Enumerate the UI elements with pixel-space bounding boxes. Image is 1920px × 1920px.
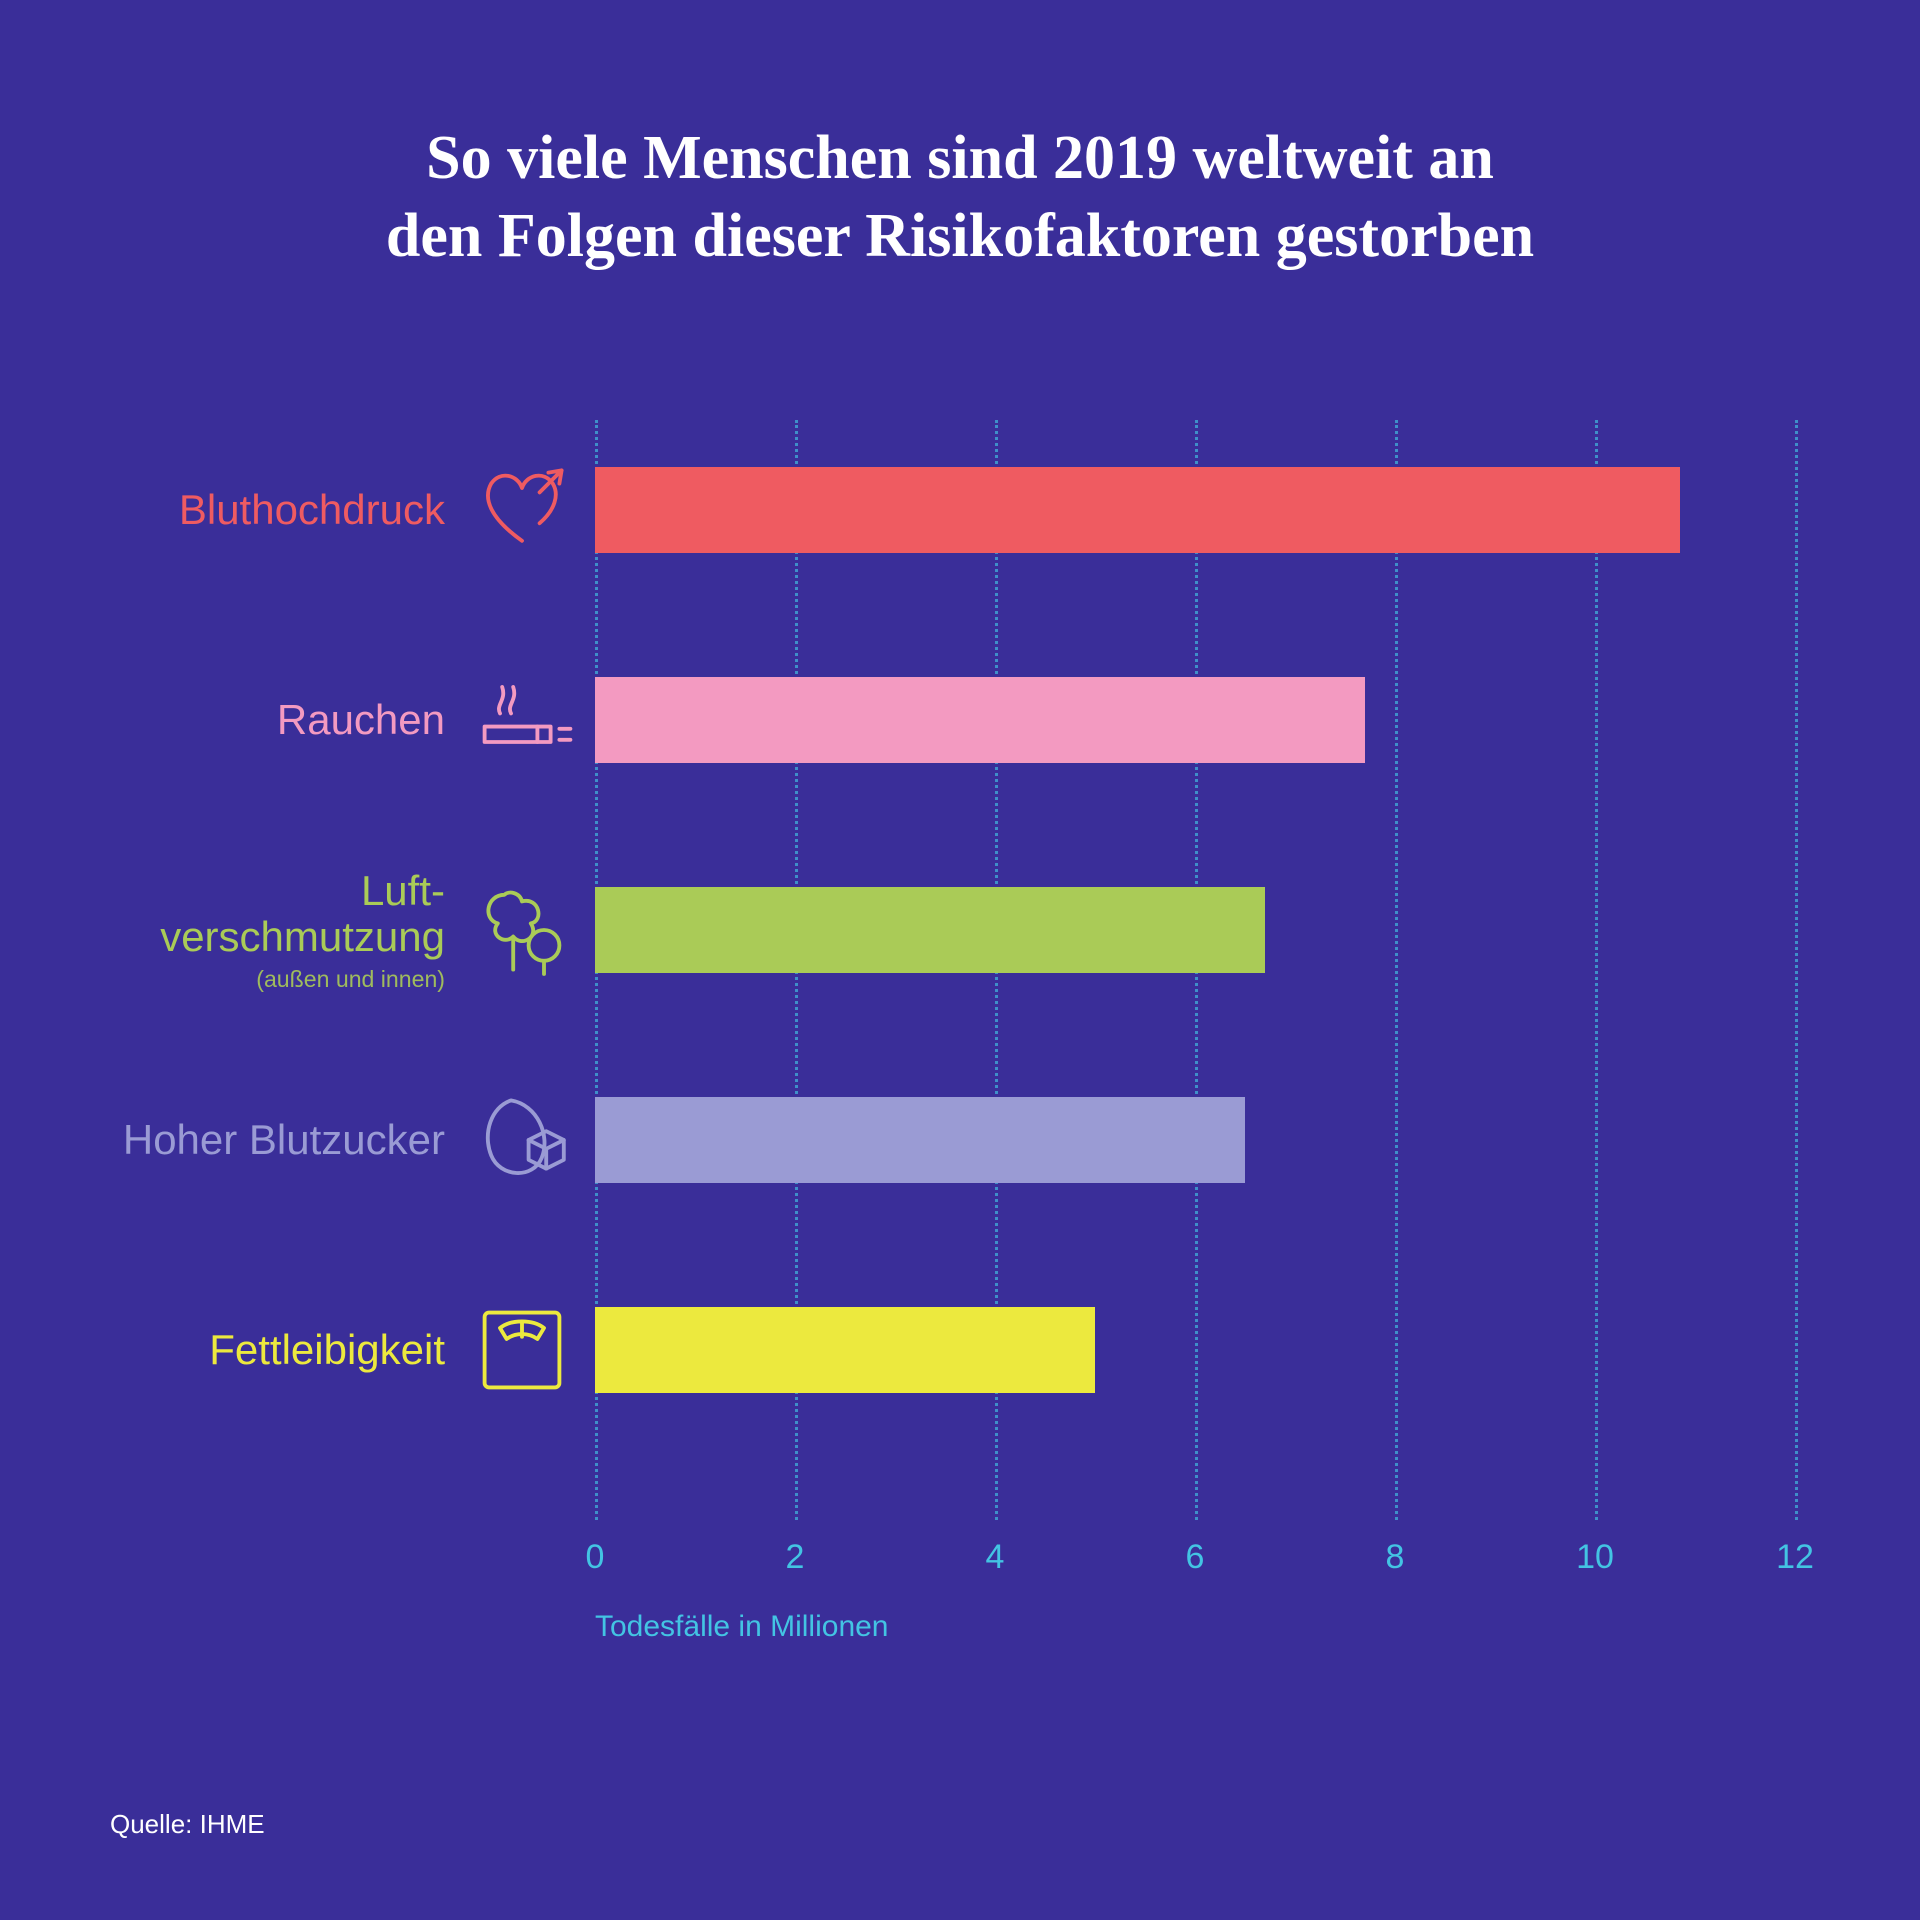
- category-label: Luft-verschmutzung(außen und innen): [160, 868, 445, 992]
- bar-row: Luft-verschmutzung(außen und innen): [85, 870, 1795, 990]
- cigarette-icon: [467, 665, 577, 775]
- category-label: Bluthochdruck: [179, 487, 445, 533]
- heart-icon: [467, 455, 577, 565]
- x-tick-label: 4: [986, 1538, 1005, 1577]
- chart-area: 024681012Todesfälle in MillionenBluthoch…: [595, 450, 1795, 1600]
- category-label: Fettleibigkeit: [209, 1327, 445, 1373]
- gridline: [1795, 420, 1798, 1520]
- x-tick-label: 12: [1776, 1538, 1814, 1577]
- bar: [595, 887, 1265, 973]
- sugar-icon: [467, 1085, 577, 1195]
- x-tick-label: 10: [1576, 1538, 1614, 1577]
- bar: [595, 677, 1365, 763]
- x-tick-label: 0: [586, 1538, 605, 1577]
- chart-title: So viele Menschen sind 2019 weltweit and…: [144, 120, 1776, 275]
- category-label: Hoher Blutzucker: [123, 1117, 445, 1163]
- x-tick-label: 6: [1186, 1538, 1205, 1577]
- bar: [595, 467, 1680, 553]
- bar-row: Fettleibigkeit: [85, 1290, 1795, 1410]
- bar: [595, 1097, 1245, 1183]
- x-tick-label: 2: [786, 1538, 805, 1577]
- bar-row: Rauchen: [85, 660, 1795, 780]
- bar-row: Hoher Blutzucker: [85, 1080, 1795, 1200]
- bar: [595, 1307, 1095, 1393]
- source-note: Quelle: IHME: [110, 1809, 265, 1840]
- bar-row: Bluthochdruck: [85, 450, 1795, 570]
- x-tick-label: 8: [1386, 1538, 1405, 1577]
- category-label: Rauchen: [277, 697, 445, 743]
- trees-icon: [467, 875, 577, 985]
- scale-icon: [467, 1295, 577, 1405]
- x-axis-title: Todesfälle in Millionen: [595, 1610, 889, 1644]
